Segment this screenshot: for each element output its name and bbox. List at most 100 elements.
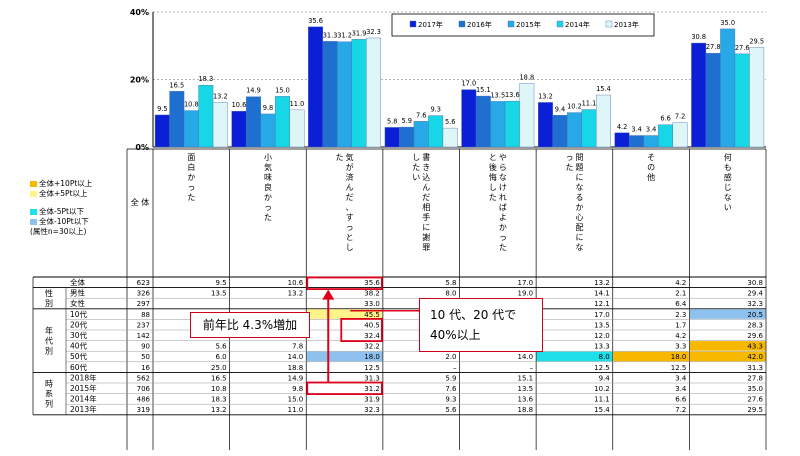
bar xyxy=(490,101,506,148)
column-header-char: に xyxy=(575,173,583,182)
bar xyxy=(691,42,707,148)
legend-item: 全体+10Pt以上 xyxy=(30,179,126,189)
row-label: 40代 xyxy=(70,341,88,351)
bar xyxy=(198,85,214,148)
column-header-char: っ xyxy=(499,233,507,242)
column-header-char: っ xyxy=(187,183,195,192)
bar xyxy=(322,41,338,148)
bar xyxy=(154,114,170,148)
bar xyxy=(658,124,674,148)
bar xyxy=(461,89,477,148)
legend-swatch xyxy=(458,20,466,28)
column-header-char: た xyxy=(565,163,573,172)
group-label-char: 列 xyxy=(45,399,53,409)
column-header-char: 謝 xyxy=(422,232,430,242)
legend-series-label: 2015年 xyxy=(516,20,541,29)
column-header-char: な xyxy=(499,173,507,182)
bar-value-label: 7.6 xyxy=(416,111,427,119)
table-cell: 2.0 xyxy=(445,353,456,361)
table-cell: 16.5 xyxy=(211,374,227,382)
bar-value-label: 6.6 xyxy=(660,115,671,123)
column-header-char: た xyxy=(336,153,344,162)
row-n: 90 xyxy=(141,343,150,351)
column-header-char: た xyxy=(499,243,507,252)
bar-value-label: 35.6 xyxy=(308,17,323,25)
table-cell: 9.4 xyxy=(599,374,611,382)
table-cell: 14.1 xyxy=(594,290,610,298)
column-header-char: や xyxy=(499,153,507,162)
table-cell: 4.2 xyxy=(675,332,686,340)
table-cell: 29.4 xyxy=(747,290,763,298)
table-cell: 20.5 xyxy=(747,311,763,319)
bar-value-label: 5.9 xyxy=(401,117,412,125)
row-n: 237 xyxy=(137,321,150,329)
column-header-char: い xyxy=(412,173,420,182)
bar-value-label: 31.2 xyxy=(337,32,352,40)
group-label-char: 代 xyxy=(45,336,53,346)
bar xyxy=(399,126,415,148)
cell-highlight xyxy=(613,351,689,362)
table-cell: 5.8 xyxy=(445,279,456,287)
table-cell: 3.3 xyxy=(675,343,686,351)
bar xyxy=(504,100,520,148)
table-cell: 14.0 xyxy=(518,353,534,361)
row-label: 2013年 xyxy=(70,404,97,414)
column-header-char: だ xyxy=(346,193,354,202)
column-header-char: し xyxy=(489,183,497,192)
legend-swatch xyxy=(30,219,37,225)
column-header-char: け xyxy=(499,183,507,192)
column-header-char: れ xyxy=(499,193,507,202)
legend-item: 全体-10Pt以下 xyxy=(30,217,126,227)
column-header-char: ん xyxy=(346,183,354,192)
table-cell: 42.0 xyxy=(747,353,763,361)
column-header-char: 込 xyxy=(422,173,430,182)
bar xyxy=(169,91,185,148)
legend-series-label: 2017年 xyxy=(418,20,443,29)
table-cell: 35.6 xyxy=(364,279,380,287)
bar-value-label: 5.6 xyxy=(445,118,456,126)
column-header-char: し xyxy=(412,153,420,162)
bar-value-label: 4.2 xyxy=(617,123,628,131)
table-cell: 17.0 xyxy=(518,279,534,287)
table-cell: 45.5 xyxy=(364,311,380,319)
column-header-char: 心 xyxy=(575,213,583,222)
row-n: 562 xyxy=(137,374,150,382)
row-label: 60代 xyxy=(70,362,88,372)
column-header-char: す xyxy=(346,213,354,222)
highlight-frame-2018 xyxy=(306,381,383,396)
table-cell: 38.2 xyxy=(364,290,380,298)
table-cell: 14.0 xyxy=(288,353,304,361)
row-label: 全体 xyxy=(70,277,85,287)
row-n: 623 xyxy=(137,279,150,287)
column-header-char: 感 xyxy=(724,172,732,182)
bar-value-label: 29.5 xyxy=(749,37,764,45)
column-header-char: 白 xyxy=(187,162,195,172)
legend-series-label: 2016年 xyxy=(467,20,492,29)
bar xyxy=(289,109,305,148)
group-label-char: 時 xyxy=(45,380,53,389)
highlight-legend: 全体+10Pt以上 全体+5Pt以上 全体-5Pt以下 全体-10Pt以下 (属… xyxy=(30,179,126,237)
column-header-char: 気 xyxy=(346,152,354,162)
bar xyxy=(274,96,290,148)
table-cell: 5.6 xyxy=(215,343,227,351)
highlight-frame-total xyxy=(306,276,383,291)
bar xyxy=(734,53,750,148)
table-cell: 12.5 xyxy=(594,364,610,372)
bar xyxy=(475,95,491,148)
table-cell: 6.0 xyxy=(215,353,226,361)
column-header-char: 題 xyxy=(575,163,583,172)
table-cell: 13.2 xyxy=(594,279,610,287)
table-cell: 28.3 xyxy=(747,321,763,329)
bar xyxy=(537,102,553,148)
legend-item: 全体+5Pt以上 xyxy=(30,189,126,199)
cell-highlight xyxy=(689,351,766,362)
table-cell: 8.0 xyxy=(599,353,610,361)
table-cell: 10.2 xyxy=(594,385,610,393)
callout-young-text-2: 40%以上 xyxy=(430,328,481,342)
table-cell: 35.0 xyxy=(747,385,763,393)
column-header-char: に xyxy=(422,223,430,232)
table-cell: 8.0 xyxy=(445,290,456,298)
legend-swatch xyxy=(30,191,37,197)
bar-value-label: 17.0 xyxy=(461,80,476,88)
column-header-char: の xyxy=(647,163,655,172)
